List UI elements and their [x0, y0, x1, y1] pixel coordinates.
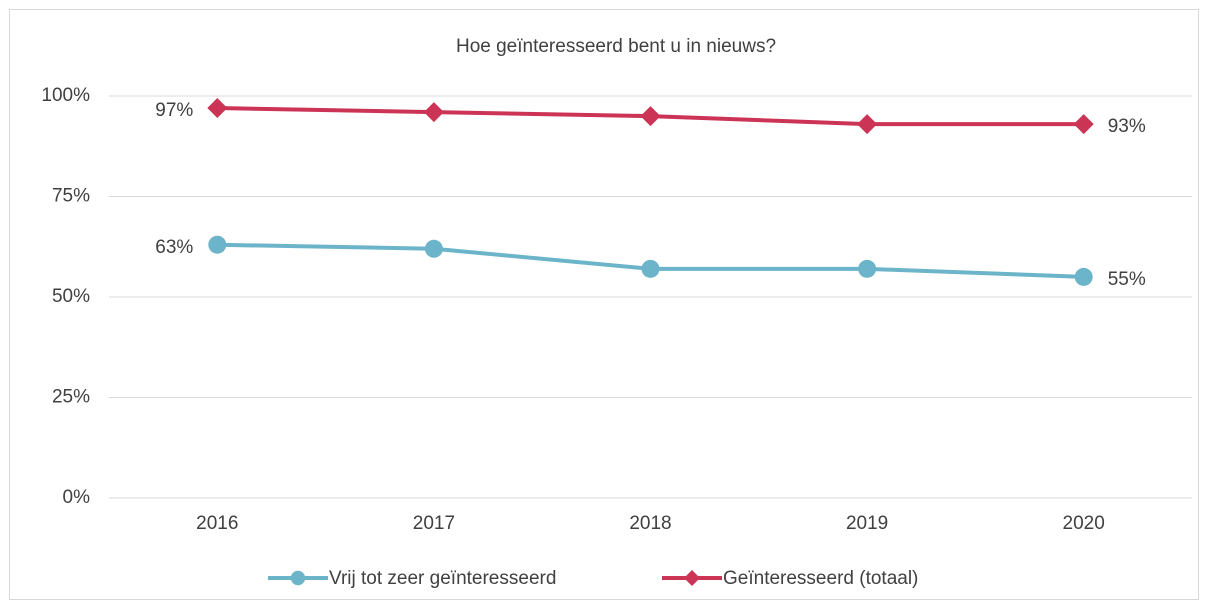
data-point: [640, 106, 661, 127]
data-point: [1073, 114, 1094, 135]
data-label: 55%: [1108, 269, 1146, 290]
y-tick-label: 25%: [52, 387, 90, 408]
y-tick-label: 0%: [63, 487, 91, 508]
data-label: 93%: [1108, 116, 1146, 137]
data-point: [1074, 267, 1093, 286]
legend-label: Vrij tot zeer geïnteresseerd: [329, 568, 556, 589]
data-point: [423, 102, 444, 123]
legend-label: Geïnteresseerd (totaal): [723, 568, 918, 589]
data-point: [207, 98, 228, 119]
data-label: 97%: [155, 100, 193, 121]
data-point: [424, 239, 443, 258]
x-tick-label: 2016: [196, 513, 238, 534]
data-point: [641, 259, 660, 278]
data-point: [857, 114, 878, 135]
x-tick-label: 2020: [1063, 513, 1105, 534]
y-tick-label: 75%: [52, 186, 90, 207]
chart-border: [9, 9, 1199, 600]
y-tick-label: 50%: [52, 286, 90, 307]
data-point: [858, 259, 877, 278]
legend-marker: [684, 570, 700, 586]
y-tick-label: 100%: [41, 85, 90, 106]
x-tick-label: 2018: [629, 513, 671, 534]
legend-marker: [290, 570, 306, 586]
data-label: 63%: [155, 237, 193, 258]
data-point: [208, 235, 227, 254]
x-tick-label: 2017: [413, 513, 455, 534]
x-tick-label: 2019: [846, 513, 888, 534]
chart-title: Hoe geïnteresseerd bent u in nieuws?: [456, 36, 776, 57]
